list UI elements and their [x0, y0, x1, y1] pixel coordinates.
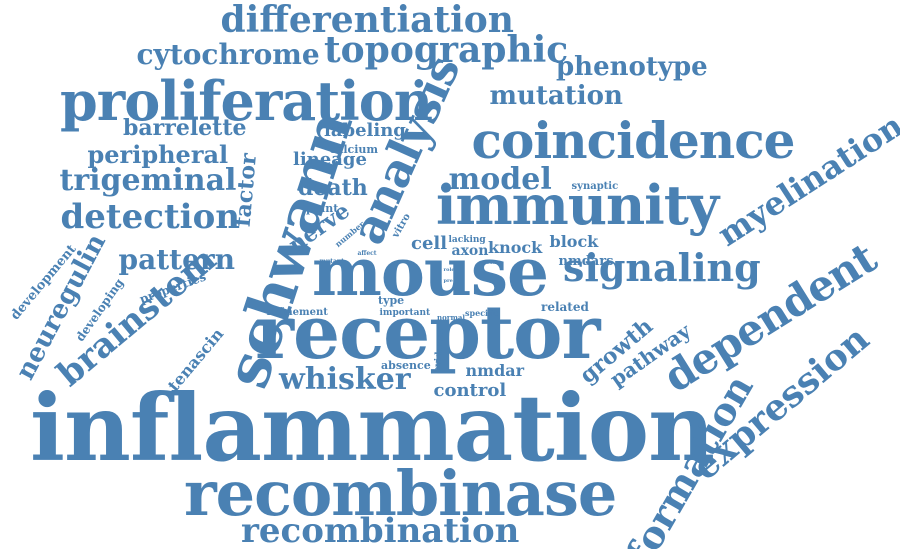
word-recombination: recombination — [241, 511, 520, 549]
word-inflammation: inflammation — [30, 374, 715, 482]
word-differentiation: differentiation — [220, 0, 514, 41]
word-normal: normal — [437, 312, 466, 322]
word-nmdars: nmdars — [558, 253, 614, 269]
word-result: result — [484, 259, 501, 266]
word-coincidence: coincidence — [471, 111, 796, 170]
word-cytochrome: cytochrome — [136, 38, 320, 71]
word-whisker: whisker — [279, 362, 411, 397]
word-affect: affect — [357, 250, 377, 257]
word-axon: axon — [451, 243, 489, 259]
word-lacking: lacking — [448, 234, 486, 245]
word-absence: absence — [381, 358, 431, 372]
word-mutation: mutation — [489, 81, 623, 111]
word-cell: cell — [411, 233, 448, 254]
word-trigeminal: trigeminal — [59, 163, 237, 198]
word-receptor: receptor — [255, 290, 600, 376]
word-specific: specific — [465, 308, 499, 318]
word-immunity: immunity — [436, 173, 719, 237]
word-point: point — [306, 201, 339, 215]
word-type: type — [378, 293, 405, 307]
word-refinement: refinement — [266, 307, 328, 318]
word-knock: knock — [488, 238, 543, 257]
word-barrelette: barrelette — [123, 115, 247, 141]
word-phenotype: phenotype — [556, 52, 708, 82]
word-synaptic: synaptic — [571, 181, 619, 192]
word-signaling: signaling — [563, 245, 761, 290]
word-important: important — [379, 307, 431, 318]
word-labeling: labeling — [324, 120, 406, 141]
word-related: related — [541, 300, 589, 314]
word-mutant: mutant — [319, 258, 345, 265]
word-block: block — [549, 232, 599, 251]
word-control: control — [433, 380, 507, 401]
word-peripheral: peripheral — [87, 140, 229, 169]
word-model: model — [448, 162, 552, 197]
word-recombinase: recombinase — [184, 457, 617, 530]
word-detection: detection — [60, 197, 240, 237]
word-factor: factor — [229, 152, 262, 228]
word-proliferation: proliferation — [60, 69, 433, 133]
word-lineage: lineage — [293, 149, 367, 170]
word-role: role — [443, 266, 455, 273]
word-topographic: topographic — [324, 29, 569, 71]
word-nmdar: nmdar — [465, 361, 525, 380]
word-mouse: mouse — [312, 233, 549, 311]
word-calcium: calcium — [329, 142, 379, 156]
word-pattern: pattern — [118, 243, 236, 276]
word-pre: pre — [443, 277, 453, 284]
word-death: death — [298, 175, 368, 201]
